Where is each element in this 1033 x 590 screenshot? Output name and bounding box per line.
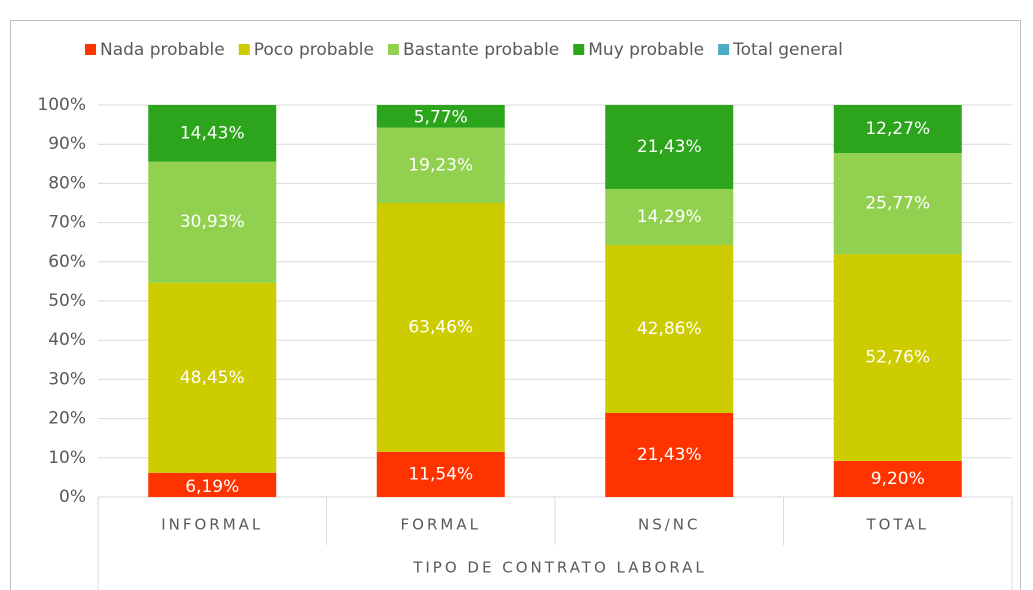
y-tick-label: 50% bbox=[48, 291, 86, 311]
x-tick-label: NS/NC bbox=[638, 516, 701, 534]
data-label: 6,19% bbox=[185, 477, 239, 497]
y-tick-label: 0% bbox=[59, 487, 86, 507]
data-label: 48,45% bbox=[180, 368, 245, 388]
legend-swatch bbox=[573, 44, 585, 55]
bar-segment bbox=[833, 460, 962, 497]
legend-swatch bbox=[718, 44, 730, 55]
bar-segment bbox=[833, 105, 962, 154]
legend-label: Muy probable bbox=[588, 40, 704, 60]
data-label: 63,46% bbox=[408, 317, 473, 337]
y-tick-label: 90% bbox=[48, 134, 86, 154]
data-label: 12,27% bbox=[865, 119, 930, 139]
bar-segment bbox=[376, 105, 505, 128]
legend-swatch bbox=[238, 44, 250, 55]
data-label: 19,23% bbox=[408, 155, 473, 175]
y-tick-label: 80% bbox=[48, 173, 86, 193]
y-tick-label: 100% bbox=[37, 95, 86, 115]
data-label: 5,77% bbox=[414, 108, 468, 128]
data-label: 42,86% bbox=[637, 319, 702, 339]
x-tick-label: INFORMAL bbox=[161, 516, 263, 534]
y-tick-label: 70% bbox=[48, 213, 86, 233]
data-label: 21,43% bbox=[637, 445, 702, 465]
data-label: 30,93% bbox=[180, 212, 245, 232]
bar-segment bbox=[148, 472, 277, 497]
data-label: 11,54% bbox=[408, 464, 473, 484]
data-label: 14,29% bbox=[637, 207, 702, 227]
bar-segment bbox=[605, 412, 734, 497]
data-label: 25,77% bbox=[865, 194, 930, 214]
legend-swatch bbox=[387, 44, 399, 55]
legend-label: Poco probable bbox=[254, 40, 374, 60]
bar-segment bbox=[148, 282, 277, 473]
legend-swatch bbox=[85, 44, 96, 55]
bar-segment bbox=[376, 127, 505, 203]
bar-segment bbox=[148, 161, 277, 283]
y-tick-label: 40% bbox=[48, 330, 86, 350]
data-label: 52,76% bbox=[865, 348, 930, 368]
x-axis-label: TIPO DE CONTRATO LABORAL bbox=[412, 559, 707, 577]
bar-segment bbox=[605, 188, 734, 245]
legend-label: Nada probable bbox=[100, 40, 225, 60]
x-tick-label: FORMAL bbox=[401, 516, 481, 534]
y-tick-label: 10% bbox=[48, 448, 86, 468]
y-tick-label: 60% bbox=[48, 252, 86, 272]
bar-segment bbox=[605, 104, 734, 189]
y-tick-label: 20% bbox=[48, 409, 86, 429]
x-tick-label: TOTAL bbox=[865, 516, 929, 534]
legend-label: Total general bbox=[732, 40, 843, 60]
data-label: 21,43% bbox=[637, 137, 702, 157]
bar-segment bbox=[605, 244, 734, 413]
legend-label: Bastante probable bbox=[403, 40, 559, 60]
bar-segment bbox=[833, 254, 962, 461]
bar-segment bbox=[376, 203, 505, 452]
bar-segment bbox=[148, 105, 277, 162]
data-label: 14,43% bbox=[180, 123, 245, 143]
data-label: 9,20% bbox=[871, 469, 925, 489]
bar-segment bbox=[833, 153, 962, 255]
y-tick-label: 30% bbox=[48, 369, 86, 389]
bar-segment bbox=[376, 451, 505, 497]
